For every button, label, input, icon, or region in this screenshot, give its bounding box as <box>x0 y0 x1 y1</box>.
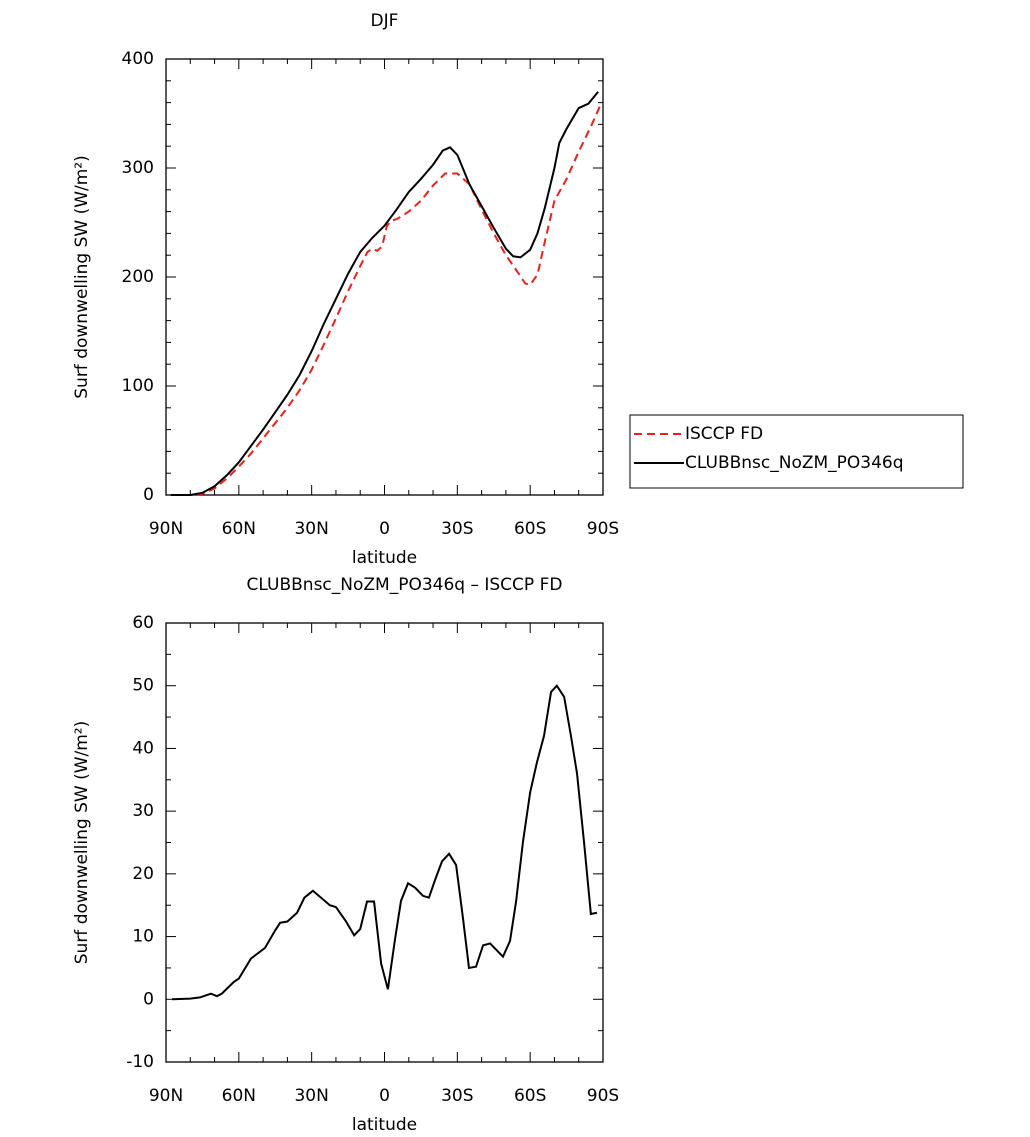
x-tick-label: 0 <box>379 519 390 539</box>
y-tick-label: 20 <box>132 864 154 884</box>
x-tick-label: 60S <box>514 519 546 539</box>
chart-title: CLUBBnsc_NoZM_PO346q – ISCCP FD <box>247 575 563 595</box>
x-tick-label: 0 <box>379 1086 390 1106</box>
y-tick-label: -10 <box>126 1052 154 1072</box>
data-line <box>170 104 602 496</box>
y-tick-label: 60 <box>132 613 154 633</box>
x-tick-label: 90S <box>587 1086 619 1106</box>
x-tick-label: 30N <box>294 519 328 539</box>
y-tick-label: 40 <box>132 738 154 758</box>
data-line <box>170 91 599 496</box>
legend-label: ISCCP FD <box>685 424 763 444</box>
y-tick-label: 50 <box>132 676 154 696</box>
legend-box <box>629 414 964 489</box>
x-tick-label: 30S <box>441 519 473 539</box>
plot-frame <box>165 58 604 496</box>
y-axis-label: Surf downwelling SW (W/m²) <box>72 721 92 965</box>
x-tick-label: 60N <box>222 1086 256 1106</box>
y-axis-label: Surf downwelling SW (W/m²) <box>72 155 92 399</box>
x-tick-label: 60N <box>222 519 256 539</box>
x-tick-label: 90S <box>587 519 619 539</box>
y-tick-label: 200 <box>122 267 154 287</box>
plot-frame <box>165 622 604 1063</box>
legend-label: CLUBBnsc_NoZM_PO346q <box>685 453 904 473</box>
x-tick-label: 30N <box>294 1086 328 1106</box>
y-tick-label: 300 <box>122 158 154 178</box>
y-tick-label: 0 <box>143 989 154 1009</box>
x-tick-label: 30S <box>441 1086 473 1106</box>
y-tick-label: 10 <box>132 927 154 947</box>
x-axis-label: latitude <box>352 548 417 568</box>
y-tick-label: 30 <box>132 801 154 821</box>
x-tick-label: 90N <box>149 519 183 539</box>
x-tick-label: 60S <box>514 1086 546 1106</box>
y-tick-label: 0 <box>143 485 154 505</box>
y-tick-label: 400 <box>122 49 154 69</box>
x-tick-label: 90N <box>149 1086 183 1106</box>
chart-title: DJF <box>371 11 399 31</box>
data-line <box>172 684 598 1001</box>
y-tick-label: 100 <box>122 376 154 396</box>
x-axis-label: latitude <box>352 1115 417 1135</box>
